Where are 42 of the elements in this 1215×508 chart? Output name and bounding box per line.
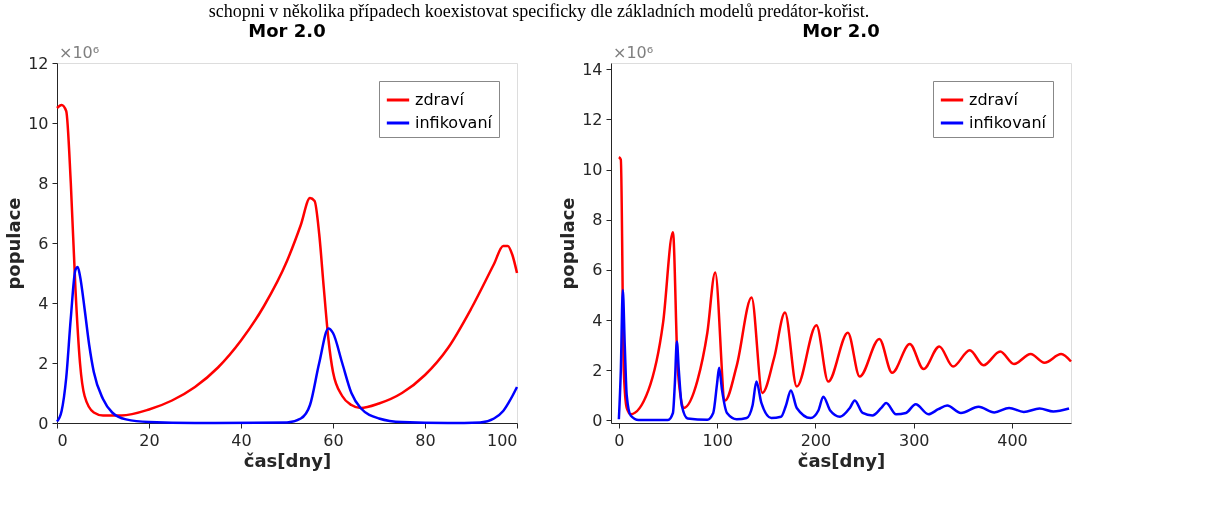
line-series [55,103,519,417]
x-axis-title: čas[dny] [243,449,332,471]
y-tick-label: 6 [38,233,49,253]
y-tick-label: 12 [582,109,603,129]
x-tick-label: 100 [486,430,518,450]
chart-title: Mor 2.0 [248,20,326,41]
chart-title: Mor 2.0 [802,20,880,41]
text: ×10⁶ [59,43,100,62]
x-tick-label: 0 [614,430,625,450]
y-tick-label: 8 [38,173,49,193]
x-tick-label: 200 [800,430,832,450]
y-tick-label: 4 [38,293,49,313]
y-tick-label: 0 [592,410,603,430]
y-axis-title: populace [3,197,25,290]
legend-label: infikovaní [969,113,1047,132]
y-tick-label: 12 [28,53,49,73]
line-series [617,155,1073,416]
x-tick-label: 0 [57,430,68,450]
y-axis-title: populace [557,197,579,290]
y-tick-label: 8 [592,210,603,230]
y-tick-label: 10 [582,160,603,180]
y-tick-label: 6 [592,260,603,280]
x-tick-label: 300 [898,430,930,450]
text: schopni v několika případech koexistovat specificky dle základních modelů predátor-kořist. [208,0,870,21]
legend-label: zdraví [415,90,465,109]
y-tick-label: 14 [582,59,603,79]
x-axis-title: čas[dny] [797,449,886,471]
x-tick-label: 80 [415,430,436,450]
legend-label: zdraví [969,90,1019,109]
line-series [617,288,1071,422]
y-tick-label: 0 [38,413,49,433]
y-tick-label: 2 [592,360,603,380]
text: ×10⁶ [613,43,654,62]
x-tick-label: 40 [231,430,252,450]
x-tick-label: 20 [139,430,160,450]
y-tick-label: 4 [592,310,603,330]
y-tick-label: 2 [38,353,49,373]
y-tick-label: 10 [28,113,49,133]
x-tick-label: 400 [997,430,1028,450]
x-tick-label: 60 [323,430,344,450]
legend-label: infikovaní [415,113,493,132]
x-tick-label: 100 [702,430,733,450]
